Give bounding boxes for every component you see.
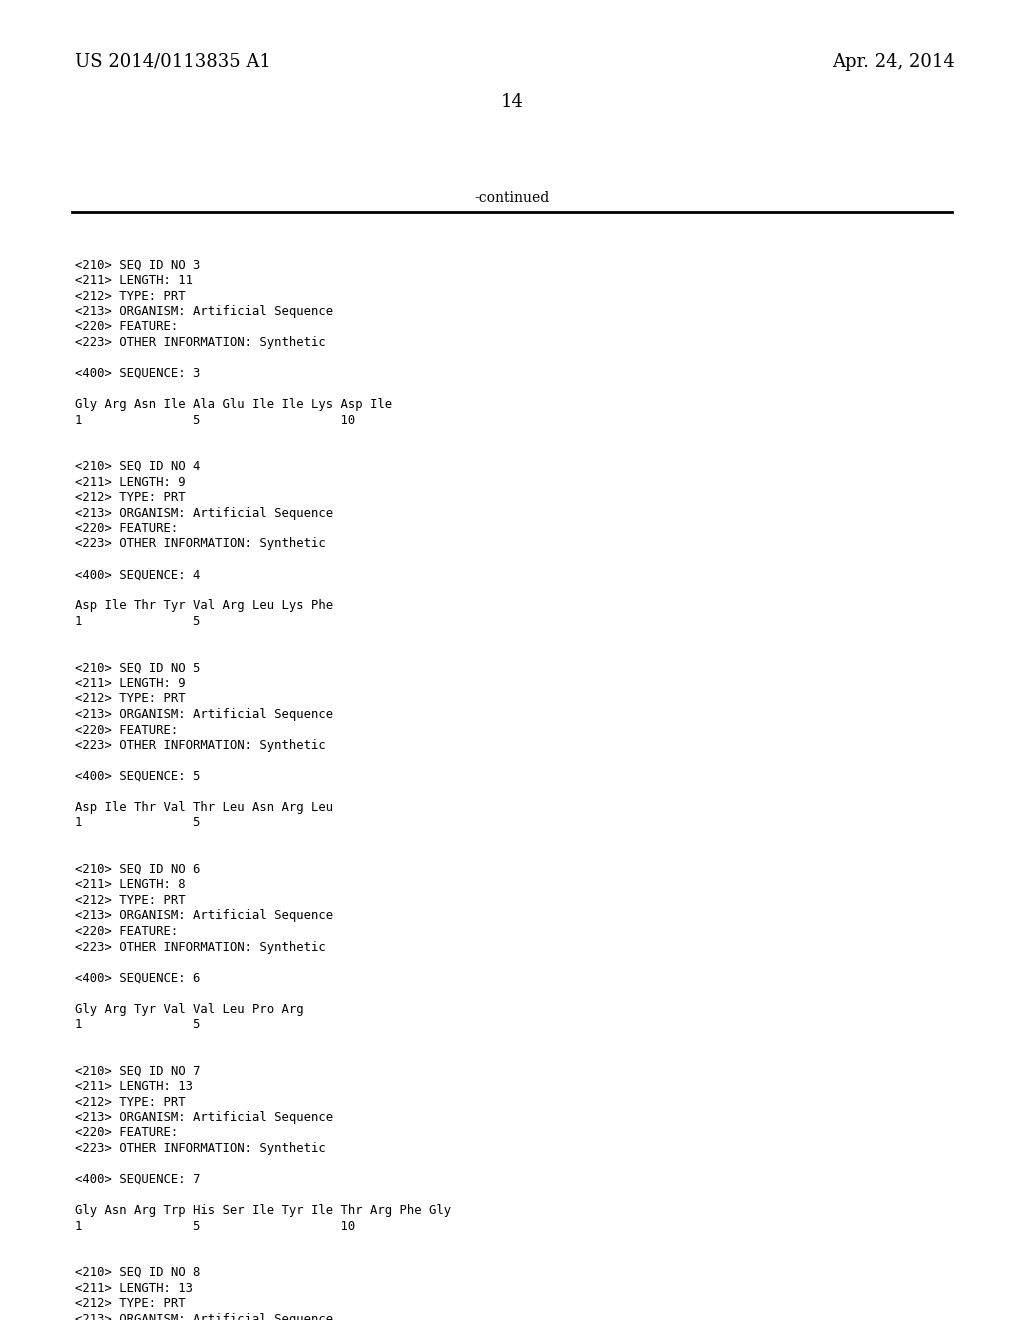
Text: Asp Ile Thr Tyr Val Arg Leu Lys Phe: Asp Ile Thr Tyr Val Arg Leu Lys Phe xyxy=(75,599,333,612)
Text: 14: 14 xyxy=(501,92,523,111)
Text: <220> FEATURE:: <220> FEATURE: xyxy=(75,521,178,535)
Text: <223> OTHER INFORMATION: Synthetic: <223> OTHER INFORMATION: Synthetic xyxy=(75,537,326,550)
Text: <211> LENGTH: 13: <211> LENGTH: 13 xyxy=(75,1080,193,1093)
Text: 1               5: 1 5 xyxy=(75,817,201,829)
Text: <212> TYPE: PRT: <212> TYPE: PRT xyxy=(75,1298,185,1309)
Text: <220> FEATURE:: <220> FEATURE: xyxy=(75,723,178,737)
Text: <220> FEATURE:: <220> FEATURE: xyxy=(75,1126,178,1139)
Text: <213> ORGANISM: Artificial Sequence: <213> ORGANISM: Artificial Sequence xyxy=(75,1312,333,1320)
Text: Gly Arg Tyr Val Val Leu Pro Arg: Gly Arg Tyr Val Val Leu Pro Arg xyxy=(75,1002,304,1015)
Text: <213> ORGANISM: Artificial Sequence: <213> ORGANISM: Artificial Sequence xyxy=(75,909,333,923)
Text: <212> TYPE: PRT: <212> TYPE: PRT xyxy=(75,894,185,907)
Text: <223> OTHER INFORMATION: Synthetic: <223> OTHER INFORMATION: Synthetic xyxy=(75,337,326,348)
Text: 1               5                   10: 1 5 10 xyxy=(75,413,355,426)
Text: <210> SEQ ID NO 4: <210> SEQ ID NO 4 xyxy=(75,459,201,473)
Text: Asp Ile Thr Val Thr Leu Asn Arg Leu: Asp Ile Thr Val Thr Leu Asn Arg Leu xyxy=(75,801,333,814)
Text: <210> SEQ ID NO 3: <210> SEQ ID NO 3 xyxy=(75,259,201,272)
Text: <211> LENGTH: 9: <211> LENGTH: 9 xyxy=(75,677,185,690)
Text: <400> SEQUENCE: 6: <400> SEQUENCE: 6 xyxy=(75,972,201,985)
Text: <213> ORGANISM: Artificial Sequence: <213> ORGANISM: Artificial Sequence xyxy=(75,1111,333,1125)
Text: <210> SEQ ID NO 6: <210> SEQ ID NO 6 xyxy=(75,863,201,876)
Text: <211> LENGTH: 11: <211> LENGTH: 11 xyxy=(75,275,193,286)
Text: <210> SEQ ID NO 7: <210> SEQ ID NO 7 xyxy=(75,1064,201,1077)
Text: Apr. 24, 2014: Apr. 24, 2014 xyxy=(833,53,955,71)
Text: <400> SEQUENCE: 5: <400> SEQUENCE: 5 xyxy=(75,770,201,783)
Text: <220> FEATURE:: <220> FEATURE: xyxy=(75,925,178,939)
Text: <210> SEQ ID NO 5: <210> SEQ ID NO 5 xyxy=(75,661,201,675)
Text: -continued: -continued xyxy=(474,191,550,205)
Text: <220> FEATURE:: <220> FEATURE: xyxy=(75,321,178,334)
Text: <400> SEQUENCE: 7: <400> SEQUENCE: 7 xyxy=(75,1173,201,1185)
Text: <210> SEQ ID NO 8: <210> SEQ ID NO 8 xyxy=(75,1266,201,1279)
Text: <223> OTHER INFORMATION: Synthetic: <223> OTHER INFORMATION: Synthetic xyxy=(75,739,326,752)
Text: <223> OTHER INFORMATION: Synthetic: <223> OTHER INFORMATION: Synthetic xyxy=(75,940,326,953)
Text: <212> TYPE: PRT: <212> TYPE: PRT xyxy=(75,1096,185,1109)
Text: <400> SEQUENCE: 3: <400> SEQUENCE: 3 xyxy=(75,367,201,380)
Text: 1               5: 1 5 xyxy=(75,615,201,628)
Text: <211> LENGTH: 13: <211> LENGTH: 13 xyxy=(75,1282,193,1295)
Text: <211> LENGTH: 9: <211> LENGTH: 9 xyxy=(75,475,185,488)
Text: <223> OTHER INFORMATION: Synthetic: <223> OTHER INFORMATION: Synthetic xyxy=(75,1142,326,1155)
Text: <212> TYPE: PRT: <212> TYPE: PRT xyxy=(75,693,185,705)
Text: 1               5: 1 5 xyxy=(75,1018,201,1031)
Text: <212> TYPE: PRT: <212> TYPE: PRT xyxy=(75,289,185,302)
Text: <213> ORGANISM: Artificial Sequence: <213> ORGANISM: Artificial Sequence xyxy=(75,305,333,318)
Text: <213> ORGANISM: Artificial Sequence: <213> ORGANISM: Artificial Sequence xyxy=(75,507,333,520)
Text: Gly Arg Asn Ile Ala Glu Ile Ile Lys Asp Ile: Gly Arg Asn Ile Ala Glu Ile Ile Lys Asp … xyxy=(75,399,392,411)
Text: <211> LENGTH: 8: <211> LENGTH: 8 xyxy=(75,879,185,891)
Text: <213> ORGANISM: Artificial Sequence: <213> ORGANISM: Artificial Sequence xyxy=(75,708,333,721)
Text: 1               5                   10: 1 5 10 xyxy=(75,1220,355,1233)
Text: <400> SEQUENCE: 4: <400> SEQUENCE: 4 xyxy=(75,569,201,582)
Text: US 2014/0113835 A1: US 2014/0113835 A1 xyxy=(75,53,271,71)
Text: <212> TYPE: PRT: <212> TYPE: PRT xyxy=(75,491,185,504)
Text: Gly Asn Arg Trp His Ser Ile Tyr Ile Thr Arg Phe Gly: Gly Asn Arg Trp His Ser Ile Tyr Ile Thr … xyxy=(75,1204,452,1217)
